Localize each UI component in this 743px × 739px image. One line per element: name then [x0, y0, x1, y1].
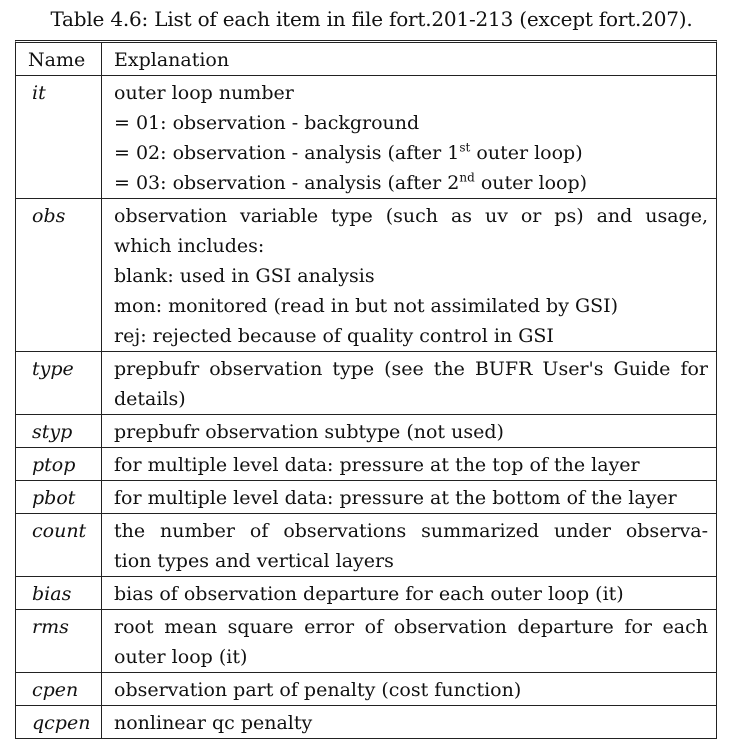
- item-explanation: root mean square error of observation de…: [102, 610, 716, 672]
- explanation-line: = 01: observation - background: [114, 112, 420, 134]
- explanation-line: = 03: observation - analysis (after 2nd …: [114, 168, 708, 198]
- explanation-line: observation variable type (such as uv or…: [114, 205, 708, 227]
- item-name: ptop: [16, 448, 102, 480]
- item-name: cpen: [16, 673, 102, 705]
- item-explanation: bias of observation departure for each o…: [102, 577, 716, 609]
- table-row: count the number of observations summari…: [16, 513, 716, 576]
- table-row: qcpen nonlinear qc penalty: [16, 705, 716, 738]
- explanation-line: outer loop (it): [114, 646, 248, 668]
- item-name: obs: [16, 199, 102, 351]
- item-name: pbot: [16, 481, 102, 513]
- explanation-line: the number of observations summarized un…: [114, 520, 708, 542]
- explanation-line: which includes:: [114, 235, 265, 257]
- item-explanation: outer loop number = 01: observation - ba…: [102, 76, 716, 198]
- item-explanation: nonlinear qc penalty: [102, 706, 716, 738]
- explanation-text: outer loop): [476, 142, 583, 164]
- explanation-line: = 02: observation - analysis (after 1st …: [114, 138, 708, 168]
- explanation-line: observation part of penalty (cost functi…: [114, 679, 522, 701]
- table-row: cpen observation part of penalty (cost f…: [16, 672, 716, 705]
- table-row: it outer loop number = 01: observation -…: [16, 75, 716, 198]
- item-name: styp: [16, 415, 102, 447]
- item-explanation: for multiple level data: pressure at the…: [102, 448, 716, 480]
- table-row: bias bias of observation departure for e…: [16, 576, 716, 609]
- explanation-line: nonlinear qc penalty: [114, 712, 313, 734]
- explanation-text: = 02: observation - analysis (after 1: [114, 142, 460, 164]
- explanation-line: tion types and vertical layers: [114, 550, 394, 572]
- explanation-line: prepbufr observation type (see the BUFR …: [114, 358, 708, 380]
- item-explanation: prepbufr observation subtype (not used): [102, 415, 716, 447]
- table-row: type prepbufr observation type (see the …: [16, 351, 716, 414]
- explanation-line: mon: monitored (read in but not assimila…: [114, 295, 619, 317]
- table-caption: Table 4.6: List of each item in file for…: [50, 7, 693, 31]
- item-explanation: prepbufr observation type (see the BUFR …: [102, 352, 716, 414]
- table-row: obs observation variable type (such as u…: [16, 198, 716, 351]
- item-explanation: observation part of penalty (cost functi…: [102, 673, 716, 705]
- item-name: it: [16, 76, 102, 198]
- explanation-line: details): [114, 388, 186, 410]
- item-explanation: for multiple level data: pressure at the…: [102, 481, 716, 513]
- explanation-line: for multiple level data: pressure at the…: [114, 487, 677, 509]
- explanation-line: root mean square error of observation de…: [114, 616, 708, 638]
- explanation-line: rej: rejected because of quality control…: [114, 325, 554, 347]
- header-explanation: Explanation: [114, 49, 230, 71]
- table-row: styp prepbufr observation subtype (not u…: [16, 414, 716, 447]
- superscript: st: [459, 140, 471, 155]
- item-name: count: [16, 514, 102, 576]
- table-row: rms root mean square error of observatio…: [16, 609, 716, 672]
- explanation-line: bias of observation departure for each o…: [114, 583, 624, 605]
- item-explanation: the number of observations summarized un…: [102, 514, 716, 576]
- explanation-line: blank: used in GSI analysis: [114, 265, 375, 287]
- explanation-text: outer loop): [480, 172, 588, 194]
- item-name: bias: [16, 577, 102, 609]
- table-header-row: Name Explanation: [16, 43, 716, 75]
- item-name: qcpen: [16, 706, 102, 738]
- explanation-line: prepbufr observation subtype (not used): [114, 421, 504, 443]
- explanation-text: = 03: observation - analysis (after 2: [114, 172, 460, 194]
- table-row: ptop for multiple level data: pressure a…: [16, 447, 716, 480]
- item-name: type: [16, 352, 102, 414]
- item-name: rms: [16, 610, 102, 672]
- item-explanation: observation variable type (such as uv or…: [102, 199, 716, 351]
- explanation-line: outer loop number: [114, 82, 294, 104]
- header-name: Name: [16, 43, 102, 75]
- item-table: Name Explanation it outer loop number = …: [15, 40, 717, 739]
- explanation-line: for multiple level data: pressure at the…: [114, 454, 640, 476]
- superscript: nd: [459, 170, 475, 185]
- table-row: pbot for multiple level data: pressure a…: [16, 480, 716, 513]
